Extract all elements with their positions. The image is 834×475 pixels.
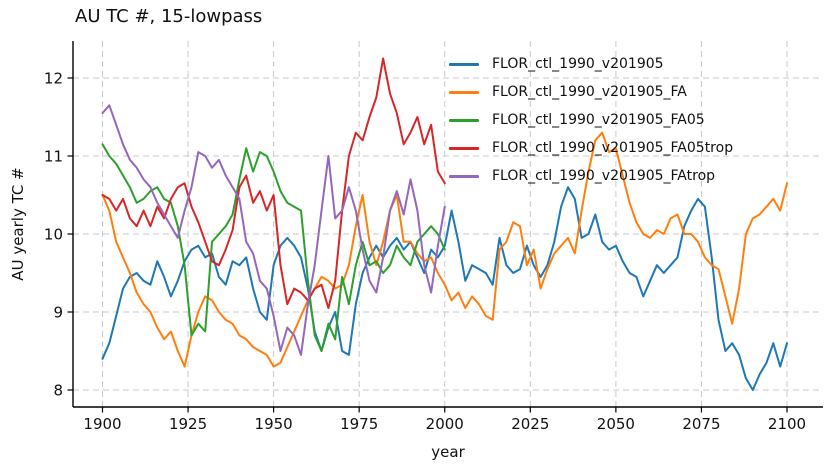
x-tick-label: 2075: [682, 415, 720, 433]
x-tick-label: 1950: [255, 415, 293, 433]
x-tick-label: 2100: [768, 415, 806, 433]
legend-line-swatch: [449, 90, 479, 94]
y-tick-label: 10: [44, 226, 63, 244]
y-tick-label: 9: [53, 304, 63, 322]
x-tick-label: 1975: [340, 415, 378, 433]
series-line: [101, 104, 446, 356]
x-tick-label: 2025: [511, 415, 549, 433]
y-tick-label: 11: [44, 148, 63, 166]
legend-item: FLOR_ctl_1990_v201905_FA: [449, 78, 733, 106]
x-tick-label: 1900: [83, 415, 121, 433]
legend-line-swatch: [449, 118, 479, 122]
series-line: [101, 57, 446, 310]
legend-item: FLOR_ctl_1990_v201905: [449, 50, 733, 78]
legend-line-swatch: [449, 62, 479, 66]
x-axis-label: year: [431, 443, 465, 461]
legend-item: FLOR_ctl_1990_v201905_FAtrop: [449, 162, 733, 190]
x-tick-label: 2000: [426, 415, 464, 433]
legend-item: FLOR_ctl_1990_v201905_FA05: [449, 106, 733, 134]
legend-label: FLOR_ctl_1990_v201905_FA: [492, 84, 687, 100]
chart-title: AU TC #, 15-lowpass: [75, 6, 263, 27]
y-tick-label: 8: [53, 382, 63, 400]
legend-label: FLOR_ctl_1990_v201905_FAtrop: [492, 168, 716, 184]
legend-label: FLOR_ctl_1990_v201905: [492, 56, 664, 72]
x-tick-label: 2050: [597, 415, 635, 433]
series-line: [101, 143, 446, 352]
y-axis-label: AU yearly TC #: [9, 167, 27, 281]
legend-line-swatch: [449, 146, 479, 150]
series-line: [101, 131, 788, 368]
legend-label: FLOR_ctl_1990_v201905_FA05: [492, 112, 705, 128]
y-tick-label: 12: [44, 70, 63, 88]
legend-line-swatch: [449, 174, 479, 178]
legend-item: FLOR_ctl_1990_v201905_FA05trop: [449, 134, 733, 162]
series-line: [101, 186, 788, 391]
legend: FLOR_ctl_1990_v201905 FLOR_ctl_1990_v201…: [449, 50, 733, 190]
x-tick-label: 1925: [169, 415, 207, 433]
legend-label: FLOR_ctl_1990_v201905_FA05trop: [492, 140, 734, 156]
